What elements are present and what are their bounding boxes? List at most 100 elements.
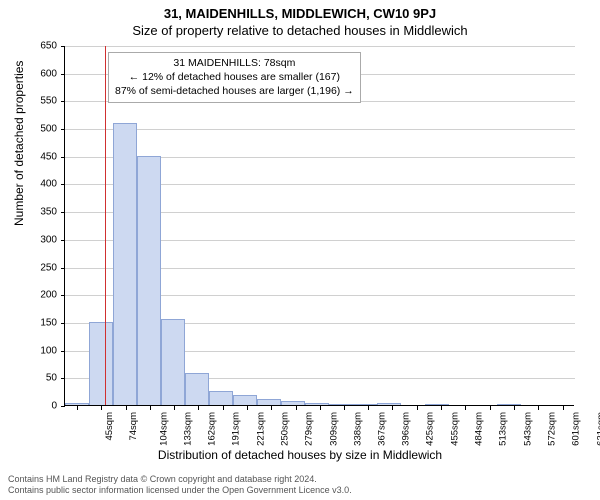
histogram-bar [185, 373, 209, 405]
xtick-label: 631sqm [595, 412, 600, 446]
histogram-bar [353, 404, 377, 405]
xtick-label: 484sqm [473, 412, 484, 446]
ytick-label: 250 [27, 262, 57, 273]
xtick-label: 45sqm [104, 412, 115, 441]
xtick-mark [490, 406, 491, 410]
ytick-label: 150 [27, 317, 57, 328]
ytick-label: 500 [27, 124, 57, 135]
ytick-mark [61, 157, 65, 158]
ytick-mark [61, 46, 65, 47]
xtick-mark [417, 406, 418, 410]
xtick-mark [271, 406, 272, 410]
ytick-mark [61, 378, 65, 379]
xtick-mark [563, 406, 564, 410]
attribution-footer: Contains HM Land Registry data © Crown c… [8, 474, 352, 497]
ytick-mark [61, 212, 65, 213]
ytick-mark [61, 184, 65, 185]
xtick-mark [392, 406, 393, 410]
histogram-bar [137, 156, 161, 405]
xtick-mark [320, 406, 321, 410]
xtick-label: 162sqm [207, 412, 218, 446]
ytick-label: 50 [27, 373, 57, 384]
footer-line-1: Contains HM Land Registry data © Crown c… [8, 474, 352, 485]
histogram-bar [377, 403, 401, 405]
ytick-mark [61, 268, 65, 269]
xtick-mark [247, 406, 248, 410]
annotation-line-3: 87% of semi-detached houses are larger (… [115, 84, 354, 98]
ytick-label: 450 [27, 151, 57, 162]
gridline [65, 46, 575, 47]
ytick-mark [61, 406, 65, 407]
ytick-label: 0 [27, 401, 57, 412]
annotation-box: 31 MAIDENHILLS: 78sqm ← 12% of detached … [108, 52, 361, 103]
xtick-label: 572sqm [546, 412, 557, 446]
footer-line-2: Contains public sector information licen… [8, 485, 352, 496]
xtick-mark [198, 406, 199, 410]
ytick-mark [61, 323, 65, 324]
ytick-label: 350 [27, 207, 57, 218]
histogram-bar [233, 395, 257, 405]
xtick-mark [296, 406, 297, 410]
ytick-label: 600 [27, 68, 57, 79]
xtick-label: 338sqm [352, 412, 363, 446]
xtick-label: 279sqm [303, 412, 314, 446]
ytick-label: 300 [27, 234, 57, 245]
xtick-label: 396sqm [400, 412, 411, 446]
histogram-chart: 0501001502002503003504004505005506006504… [64, 46, 574, 406]
xtick-label: 601sqm [570, 412, 581, 446]
xtick-label: 221sqm [255, 412, 266, 446]
xtick-mark [77, 406, 78, 410]
histogram-bar [257, 399, 281, 405]
xtick-label: 425sqm [424, 412, 435, 446]
histogram-bar [281, 401, 305, 405]
xtick-mark [174, 406, 175, 410]
xtick-mark [465, 406, 466, 410]
xtick-mark [126, 406, 127, 410]
histogram-bar [89, 322, 113, 405]
page-subtitle: Size of property relative to detached ho… [0, 21, 600, 42]
histogram-bar [113, 123, 137, 405]
histogram-bar [329, 404, 353, 405]
ytick-mark [61, 129, 65, 130]
xtick-mark [150, 406, 151, 410]
histogram-bar [497, 404, 521, 405]
xtick-label: 309sqm [328, 412, 339, 446]
x-axis-label: Distribution of detached houses by size … [0, 448, 600, 462]
xtick-mark [538, 406, 539, 410]
xtick-mark [368, 406, 369, 410]
xtick-mark [101, 406, 102, 410]
ytick-mark [61, 74, 65, 75]
ytick-mark [61, 295, 65, 296]
gridline [65, 129, 575, 130]
histogram-bar [305, 403, 329, 405]
xtick-mark [514, 406, 515, 410]
histogram-bar [425, 404, 449, 405]
y-axis-label: Number of detached properties [12, 61, 26, 226]
histogram-bar [65, 403, 89, 405]
ytick-label: 550 [27, 96, 57, 107]
xtick-label: 250sqm [279, 412, 290, 446]
xtick-mark [441, 406, 442, 410]
ytick-label: 650 [27, 41, 57, 52]
xtick-label: 513sqm [497, 412, 508, 446]
xtick-label: 367sqm [376, 412, 387, 446]
xtick-label: 191sqm [231, 412, 242, 446]
annotation-line-1: 31 MAIDENHILLS: 78sqm [115, 56, 354, 70]
xtick-label: 104sqm [159, 412, 170, 446]
ytick-label: 100 [27, 345, 57, 356]
page-title: 31, MAIDENHILLS, MIDDLEWICH, CW10 9PJ [0, 0, 600, 21]
ytick-mark [61, 240, 65, 241]
xtick-label: 455sqm [449, 412, 460, 446]
histogram-bar [209, 391, 233, 405]
xtick-label: 74sqm [128, 412, 139, 441]
ytick-label: 400 [27, 179, 57, 190]
ytick-mark [61, 101, 65, 102]
histogram-bar [161, 319, 185, 405]
ytick-label: 200 [27, 290, 57, 301]
property-marker-line [105, 46, 106, 405]
annotation-line-2: ← 12% of detached houses are smaller (16… [115, 70, 354, 84]
ytick-mark [61, 351, 65, 352]
xtick-label: 133sqm [183, 412, 194, 446]
xtick-label: 543sqm [522, 412, 533, 446]
xtick-mark [223, 406, 224, 410]
